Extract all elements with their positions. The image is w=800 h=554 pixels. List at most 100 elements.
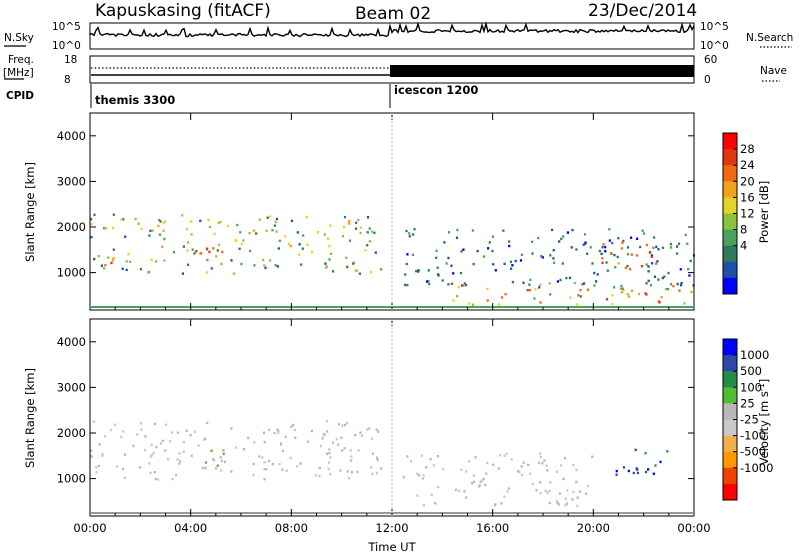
heatmap-cell — [344, 423, 347, 427]
heatmap-cell — [405, 229, 408, 233]
heatmap-cell — [338, 423, 341, 426]
heatmap-cell — [672, 285, 675, 288]
heatmap-cell — [206, 271, 209, 274]
heatmap-cell — [240, 242, 243, 246]
heatmap-cell — [586, 288, 590, 291]
heatmap-cell — [575, 248, 578, 251]
heatmap-cell — [343, 215, 347, 219]
colorbar-tick-label: -1000 — [740, 461, 773, 475]
heatmap-cell — [129, 260, 132, 263]
heatmap-cell — [359, 226, 362, 229]
heatmap-cell — [534, 288, 537, 291]
heatmap-cell — [346, 265, 349, 269]
heatmap-cell — [687, 268, 690, 271]
heatmap-cell — [652, 472, 655, 475]
heatmap-cell — [624, 266, 627, 270]
heatmap-cell — [215, 255, 218, 258]
heatmap-cell — [178, 462, 181, 465]
heatmap-cell — [120, 218, 123, 221]
heatmap-cell — [355, 227, 358, 230]
heatmap-cell — [658, 301, 661, 304]
heatmap-cell — [210, 267, 213, 270]
heatmap-cell — [262, 431, 266, 434]
heatmap-cell — [583, 233, 587, 236]
heatmap-cell — [613, 286, 616, 289]
heatmap-cell — [585, 492, 588, 495]
heatmap-cell — [214, 467, 217, 470]
heatmap-cell — [110, 261, 113, 265]
heatmap-cell — [355, 221, 358, 225]
heatmap-cell — [544, 489, 547, 492]
heatmap-cell — [531, 482, 534, 485]
heatmap-cell — [443, 241, 446, 244]
heatmap-cell — [497, 467, 500, 470]
heatmap-cell — [562, 477, 565, 481]
heatmap-cell — [511, 280, 514, 284]
heatmap-cell — [318, 466, 321, 470]
colorbar-swatch — [723, 181, 737, 198]
heatmap-cell — [148, 234, 151, 237]
heatmap-cell — [187, 263, 190, 266]
heatmap-cell — [548, 489, 551, 493]
heatmap-cell — [122, 218, 125, 221]
heatmap-cell — [655, 245, 658, 249]
heatmap-cell — [510, 267, 513, 270]
heatmap-cell — [289, 456, 292, 460]
colorbar-tick-label: 100 — [740, 380, 762, 394]
heatmap-cell — [626, 264, 629, 268]
heatmap-cell — [269, 259, 272, 262]
heatmap-cell — [535, 489, 538, 492]
heatmap-cell — [210, 449, 213, 452]
heatmap-cell — [370, 437, 373, 440]
heatmap-cell — [576, 496, 579, 499]
heatmap-cell — [626, 292, 629, 296]
heatmap-cell — [111, 259, 114, 262]
heatmap-cell — [420, 454, 423, 457]
heatmap-cell — [503, 495, 506, 498]
heatmap-cell — [500, 502, 503, 505]
heatmap-cell — [342, 225, 346, 229]
heatmap-cell — [447, 231, 451, 234]
heatmap-cell — [92, 420, 95, 423]
heatmap-cell — [380, 467, 383, 470]
heatmap-cell — [540, 255, 543, 258]
heatmap-cell — [505, 452, 508, 455]
heatmap-cell — [676, 252, 679, 255]
heatmap-cell — [644, 452, 647, 455]
heatmap-cell — [122, 467, 125, 471]
heatmap-cell — [572, 464, 575, 467]
heatmap-cell — [617, 262, 620, 265]
heatmap-cell — [240, 262, 243, 266]
heatmap-cell — [144, 448, 147, 452]
heatmap-cell — [136, 433, 139, 436]
heatmap-cell — [436, 455, 439, 458]
heatmap-cell — [140, 428, 143, 431]
heatmap-cell — [181, 272, 184, 275]
heatmap-cell — [375, 471, 378, 475]
colorbar-tick-label: -500 — [740, 445, 766, 459]
heatmap-cell — [181, 214, 184, 217]
heatmap-cell — [428, 282, 431, 286]
heatmap-cell — [465, 470, 468, 473]
heatmap-cell — [548, 501, 551, 505]
heatmap-cell — [575, 480, 578, 484]
heatmap-cell — [163, 259, 166, 262]
heatmap-cell — [112, 226, 115, 230]
heatmap-cell — [201, 466, 204, 470]
heatmap-cell — [485, 472, 488, 475]
heatmap-cell — [230, 427, 233, 430]
heatmap-cell — [306, 440, 309, 443]
heatmap-cell — [620, 284, 623, 288]
heatmap-cell — [264, 266, 267, 270]
heatmap-cell — [208, 250, 211, 254]
heatmap-cell — [278, 239, 281, 242]
heatmap-cell — [158, 233, 161, 236]
heatmap-cell — [593, 284, 596, 287]
heatmap-cell — [529, 472, 532, 475]
heatmap-cell — [310, 429, 313, 433]
heatmap-cell — [252, 229, 255, 232]
heatmap-cell — [266, 216, 269, 219]
heatmap-cell — [416, 494, 419, 497]
mode-label-icescon: icescon 1200 — [394, 83, 478, 97]
panel-axes: 1000 2000 3000 4000 1000 2000 3000 4000 00:00 04:… — [57, 113, 711, 535]
